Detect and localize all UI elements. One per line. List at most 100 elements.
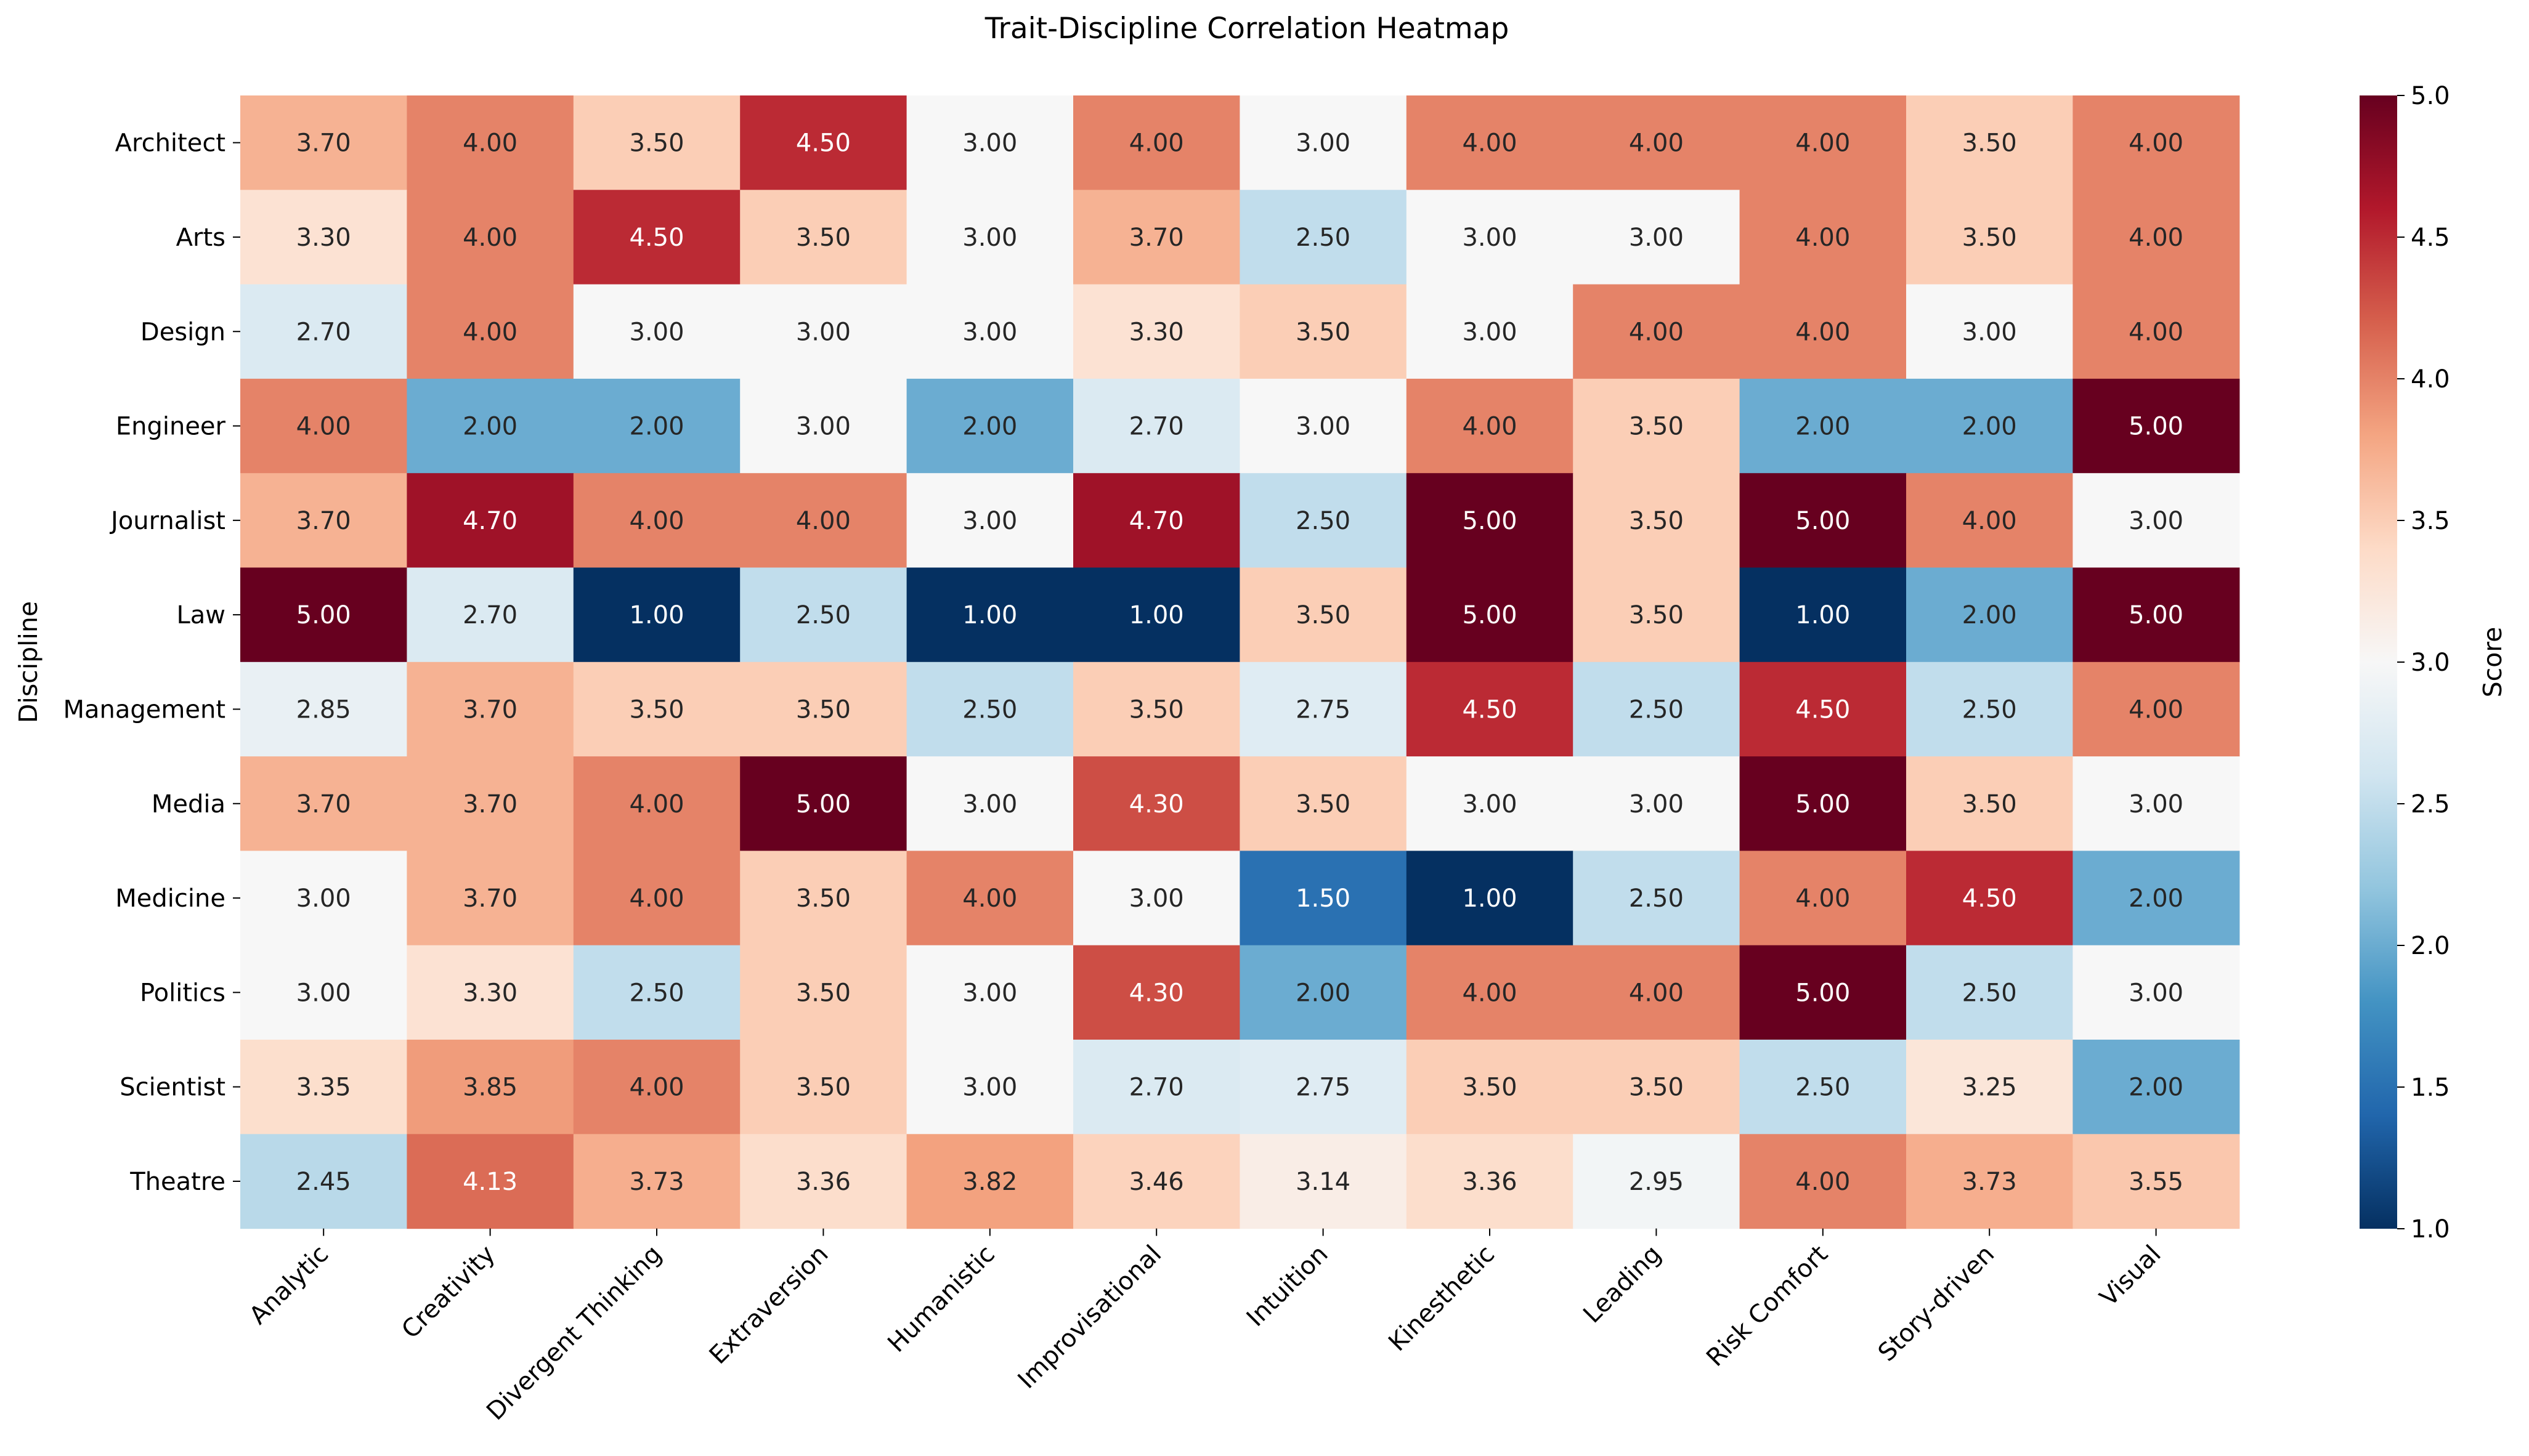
cell-value-label: 3.00 <box>962 1074 1017 1102</box>
heatmap-cell-politics-improvisational <box>1073 945 1240 1040</box>
cell-value-label: 4.00 <box>2129 129 2183 158</box>
heatmap-cell-theatre-improvisational <box>1073 1134 1240 1229</box>
heatmap-cell-arts-leading <box>1573 190 1740 285</box>
cell-value-label: 3.50 <box>1129 695 1184 724</box>
cell-value-label: 4.00 <box>463 129 518 158</box>
heatmap-cell-architect-visual <box>2072 95 2240 190</box>
cell-value-label: 5.00 <box>1795 790 1850 819</box>
cell-value-label: 3.73 <box>629 1168 684 1196</box>
cell-value-label: 3.85 <box>463 1074 518 1102</box>
y-tick-label-theatre: Theatre <box>129 1168 225 1196</box>
cell-value-label: 4.50 <box>1462 695 1517 724</box>
heatmap-cell-medicine-visual <box>2072 851 2240 946</box>
heatmap-cell-politics-intuition <box>1240 945 1407 1040</box>
heatmap-cell-law-creativity <box>407 567 574 663</box>
heatmap-cell-design-kinesthetic <box>1406 284 1573 379</box>
heatmap-cell-journalist-kinesthetic <box>1406 473 1573 568</box>
cell-value-label: 3.30 <box>296 224 351 252</box>
cell-value-label: 2.70 <box>1129 1074 1184 1102</box>
heatmap-cells <box>240 95 2240 1229</box>
heatmap-cell-scientist-risk-comfort <box>1739 1040 1907 1134</box>
heatmap-cell-media-divergent-thinking <box>573 756 741 851</box>
heatmap-cell-scientist-analytic <box>240 1040 407 1134</box>
heatmap-cell-management-intuition <box>1240 661 1407 757</box>
heatmap-cell-management-leading <box>1573 661 1740 757</box>
cell-value-label: 4.00 <box>463 318 518 346</box>
heatmap-cell-arts-improvisational <box>1073 190 1240 285</box>
cell-value-label: 2.00 <box>962 413 1017 441</box>
heatmap-cell-architect-improvisational <box>1073 95 1240 190</box>
y-axis-ticks: Architect Arts Design Engineer Journalist Law… <box>63 129 240 1196</box>
cell-value-label: 4.70 <box>1129 507 1184 535</box>
heatmap-cell-media-kinesthetic <box>1406 756 1573 851</box>
cell-value-label: 4.00 <box>1629 979 1684 1007</box>
cell-value-label: 4.00 <box>1629 129 1684 158</box>
cell-value-label: 3.00 <box>1629 790 1684 819</box>
heatmap-cell-journalist-story-driven <box>1906 473 2073 568</box>
cell-value-label: 5.00 <box>1795 979 1850 1007</box>
cell-value-label: 2.00 <box>1962 601 2017 629</box>
heatmap-cell-media-extraversion <box>740 756 907 851</box>
cell-value-label: 3.00 <box>2129 790 2183 819</box>
heatmap-cell-politics-creativity <box>407 945 574 1040</box>
cell-value-label: 3.50 <box>1629 601 1684 629</box>
heatmap-cell-design-humanistic <box>906 284 1074 379</box>
heatmap-cell-architect-leading <box>1573 95 1740 190</box>
heatmap-cell-law-intuition <box>1240 567 1407 663</box>
heatmap-cell-law-risk-comfort <box>1739 567 1907 663</box>
heatmap-cell-scientist-improvisational <box>1073 1040 1240 1134</box>
cell-value-label: 3.00 <box>296 884 351 913</box>
cell-value-label: 2.50 <box>796 601 851 629</box>
heatmap-cell-theatre-visual <box>2072 1134 2240 1229</box>
colorbar-ticks: 1.0 1.5 2.0 2.5 3.0 3.5 4.0 4.5 5.0 <box>2397 82 2450 1244</box>
cell-value-label: 2.50 <box>629 979 684 1007</box>
cell-value-label: 3.00 <box>1296 129 1350 158</box>
heatmap-cell-theatre-divergent-thinking <box>573 1134 741 1229</box>
cell-value-label: 3.00 <box>1462 790 1517 819</box>
heatmap-cell-engineer-creativity <box>407 378 574 474</box>
heatmap-cell-management-analytic <box>240 661 407 757</box>
cell-value-label: 2.00 <box>1296 979 1350 1007</box>
cell-value-label: 3.00 <box>629 318 684 346</box>
y-tick-label-medicine: Medicine <box>115 884 225 913</box>
heatmap-cell-architect-extraversion <box>740 95 907 190</box>
cell-value-label: 2.00 <box>1962 413 2017 441</box>
heatmap-cell-management-improvisational <box>1073 661 1240 757</box>
heatmap-cell-law-analytic <box>240 567 407 663</box>
heatmap-cell-media-story-driven <box>1906 756 2073 851</box>
cell-value-label: 3.55 <box>2129 1168 2183 1196</box>
cell-value-label: 1.50 <box>1296 884 1350 913</box>
cell-value-label: 3.70 <box>463 884 518 913</box>
cell-value-label: 3.00 <box>1129 884 1184 913</box>
cell-value-label: 3.50 <box>1629 1074 1684 1102</box>
heatmap-cell-law-kinesthetic <box>1406 567 1573 663</box>
cell-value-label: 3.00 <box>962 507 1017 535</box>
chart-title: Trait-Discipline Correlation Heatmap <box>984 12 1509 46</box>
cell-value-label: 3.00 <box>1962 318 2017 346</box>
heatmap-cell-engineer-humanistic <box>906 378 1074 474</box>
heatmap-cell-politics-analytic <box>240 945 407 1040</box>
heatmap-cell-arts-analytic <box>240 190 407 285</box>
heatmap-cell-journalist-visual <box>2072 473 2240 568</box>
cell-value-label: 1.00 <box>1795 601 1850 629</box>
cell-value-label: 3.30 <box>463 979 518 1007</box>
heatmap-cell-politics-divergent-thinking <box>573 945 741 1040</box>
heatmap-cell-law-divergent-thinking <box>573 567 741 663</box>
cell-value-label: 2.00 <box>1795 413 1850 441</box>
cell-value-label: 3.00 <box>2129 979 2183 1007</box>
cell-value-label: 3.70 <box>463 790 518 819</box>
cell-value-label: 3.50 <box>796 979 851 1007</box>
cell-value-label: 4.00 <box>1629 318 1684 346</box>
cell-value-label: 3.25 <box>1962 1074 2017 1102</box>
cell-value-label: 3.50 <box>796 884 851 913</box>
cell-value-label: 2.50 <box>1629 695 1684 724</box>
cell-value-label: 2.50 <box>1296 224 1350 252</box>
heatmap-cell-arts-extraversion <box>740 190 907 285</box>
cell-value-label: 2.00 <box>2129 1074 2183 1102</box>
cell-value-label: 3.36 <box>796 1168 851 1196</box>
cell-value-label: 4.00 <box>1462 979 1517 1007</box>
heatmap-cell-scientist-visual <box>2072 1040 2240 1134</box>
cell-value-label: 5.00 <box>796 790 851 819</box>
cell-value-label: 3.46 <box>1129 1168 1184 1196</box>
y-tick-label-arts: Arts <box>176 224 225 252</box>
